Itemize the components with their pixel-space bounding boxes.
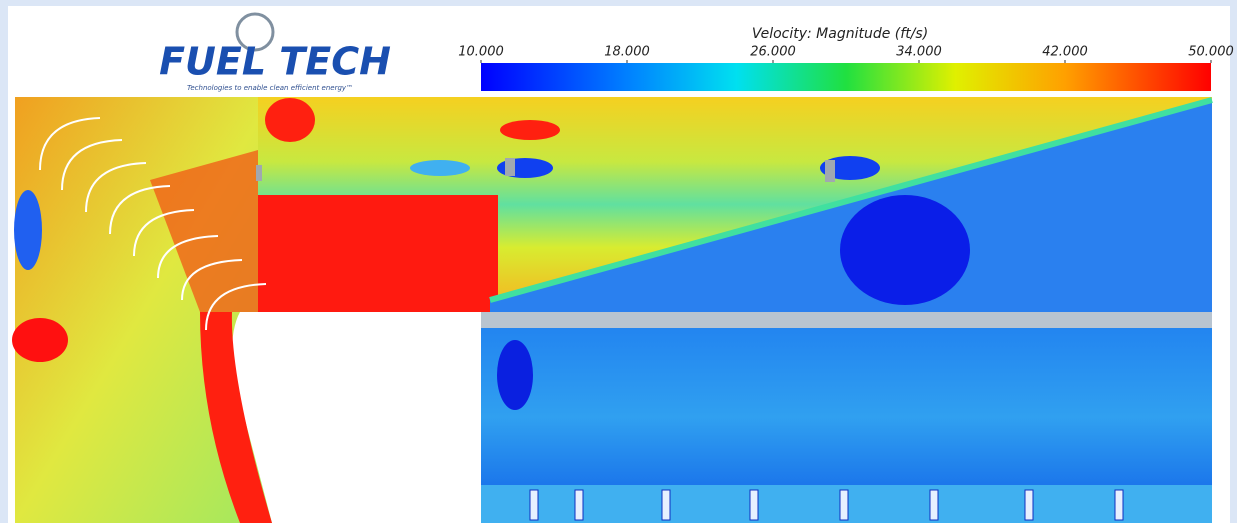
page: FUEL TECH Technologies to enable clean e… (0, 0, 1237, 523)
flow-field (12, 97, 1212, 523)
tick-label: 50.000 (1188, 45, 1234, 60)
tick-label: 26.000 (750, 45, 796, 60)
tick-label: 34.000 (896, 45, 942, 60)
color-bar (481, 63, 1211, 91)
tick-label: 18.000 (604, 45, 650, 60)
logo-tagline: Technologies to enable clean efficient e… (187, 84, 353, 92)
legend-title: Velocity: Magnitude (ft/s) (752, 26, 928, 42)
cfd-view: FUEL TECH Technologies to enable clean e… (0, 0, 1237, 523)
tick-label: 42.000 (1042, 45, 1088, 60)
tick-label: 10.000 (458, 45, 504, 60)
logo-name: FUEL TECH (159, 40, 391, 84)
